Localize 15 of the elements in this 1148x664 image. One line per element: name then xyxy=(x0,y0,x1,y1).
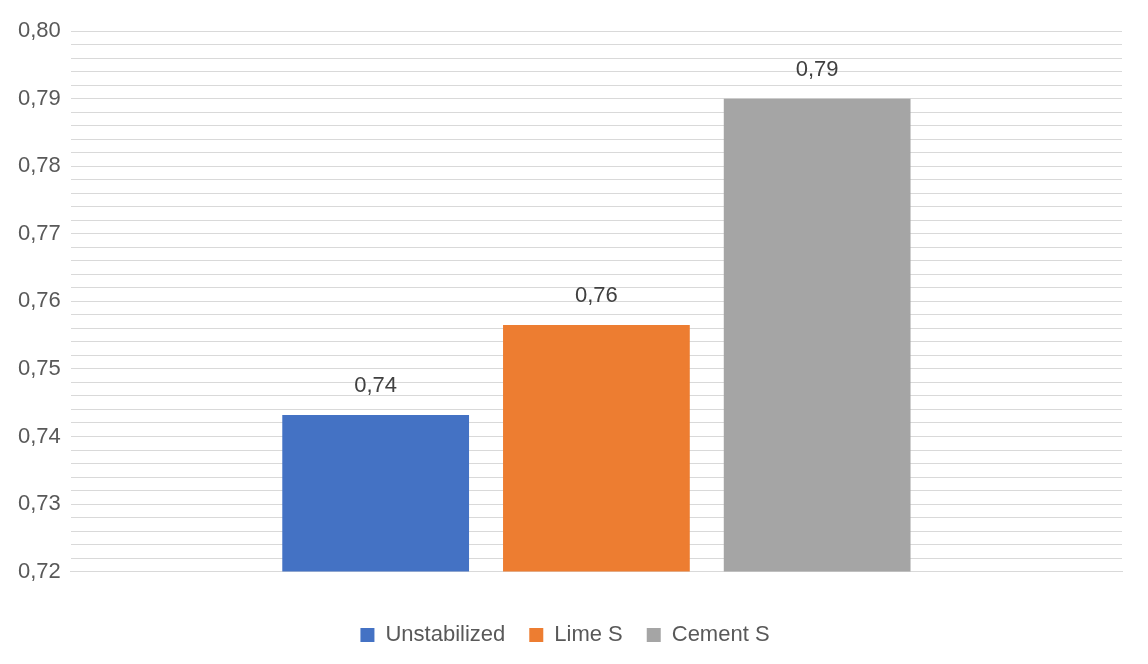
legend-label: Cement S xyxy=(671,621,770,647)
data-label: 0,79 xyxy=(795,55,839,81)
y-tick-label: 0,75 xyxy=(17,355,61,381)
y-tick-label: 0,76 xyxy=(17,287,61,313)
y-tick-label: 0,80 xyxy=(17,17,61,43)
y-tick-label: 0,78 xyxy=(17,152,61,178)
y-tick-label: 0,74 xyxy=(17,422,61,448)
legend-label: Unstabilized xyxy=(385,621,506,647)
y-tick-label: 0,72 xyxy=(17,557,61,583)
y-tick-label: 0,77 xyxy=(17,219,61,245)
data-label: 0,74 xyxy=(354,371,398,397)
y-tick-label: 0,73 xyxy=(17,490,61,516)
legend-label: Lime S xyxy=(554,621,623,647)
y-tick-label: 0,79 xyxy=(17,84,61,110)
data-label: 0,76 xyxy=(575,282,618,308)
